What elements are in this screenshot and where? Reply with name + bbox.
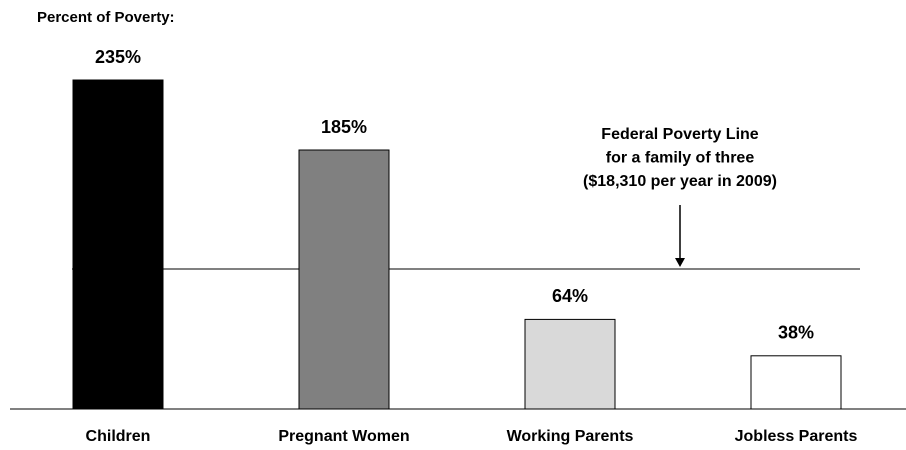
annotation: Federal Poverty Line — [601, 126, 758, 143]
arrow-head — [675, 258, 685, 267]
annotation: for a family of three — [606, 150, 755, 167]
annotation: ($18,310 per year in 2009) — [583, 173, 777, 190]
x-tick-label: Jobless Parents — [735, 428, 858, 445]
x-tick-label: Working Parents — [507, 428, 634, 445]
x-tick-label: Pregnant Women — [278, 428, 409, 445]
value-label: 38% — [778, 323, 814, 343]
value-label: 64% — [552, 286, 588, 306]
chart-title: Percent of Poverty: — [37, 9, 175, 26]
value-label: 235% — [95, 47, 141, 67]
bar — [750, 355, 842, 410]
bar — [72, 79, 164, 410]
bar — [524, 318, 616, 410]
x-tick-label: Children — [86, 428, 151, 445]
value-label: 185% — [321, 117, 367, 137]
bar — [298, 149, 390, 410]
